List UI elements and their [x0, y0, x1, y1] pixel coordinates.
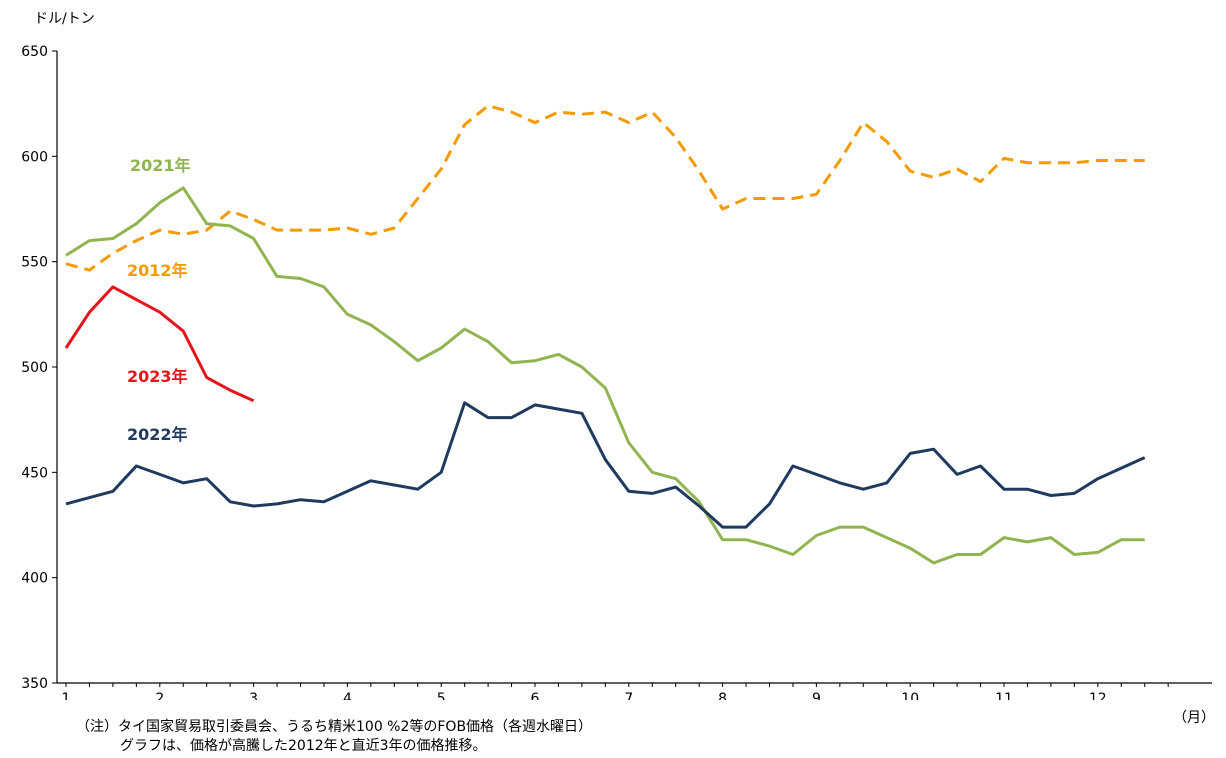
y-tick-label: 400 [21, 571, 48, 587]
x-tick-label: 1 [62, 691, 71, 700]
series-label-2021: 2021年 [130, 156, 191, 175]
y-tick-label: 450 [21, 465, 48, 481]
x-tick-label: 11 [995, 691, 1013, 700]
series-label-2022: 2022年 [127, 425, 188, 444]
series-label-2012: 2012年 [127, 261, 188, 280]
footnote-source: （注）タイ国家貿易取引委員会、うるち精米100 %2等のFOB価格（各週水曜日） [76, 719, 593, 735]
y-tick-label: 600 [21, 149, 48, 165]
y-axis-unit-label: ドル/トン [34, 11, 95, 27]
x-tick-label: 12 [1089, 691, 1107, 700]
x-axis-unit-label: （月） [1173, 710, 1215, 726]
y-tick-label: 650 [21, 44, 48, 60]
y-tick-label: 350 [21, 676, 48, 692]
x-tick-label: 9 [812, 691, 821, 700]
y-tick-label: 550 [21, 255, 48, 271]
y-tick-label: 500 [21, 360, 48, 376]
series-line-2012 [65, 104, 1145, 272]
x-tick-label: 4 [343, 691, 352, 700]
series-line-2021 [65, 186, 1145, 565]
x-tick-label: 5 [437, 691, 446, 700]
x-tick-label: 3 [249, 691, 258, 700]
x-tick-label: 10 [901, 691, 919, 700]
x-tick-label: 8 [718, 691, 727, 700]
series-line-2022 [65, 401, 1146, 529]
x-tick-label: 2 [155, 691, 164, 700]
x-tick-label: 7 [624, 691, 633, 700]
footnote-description: グラフは、価格が高騰した2012年と直近3年の価格推移。 [120, 738, 487, 754]
x-tick-label: 6 [531, 691, 540, 700]
series-label-2023: 2023年 [127, 367, 188, 386]
